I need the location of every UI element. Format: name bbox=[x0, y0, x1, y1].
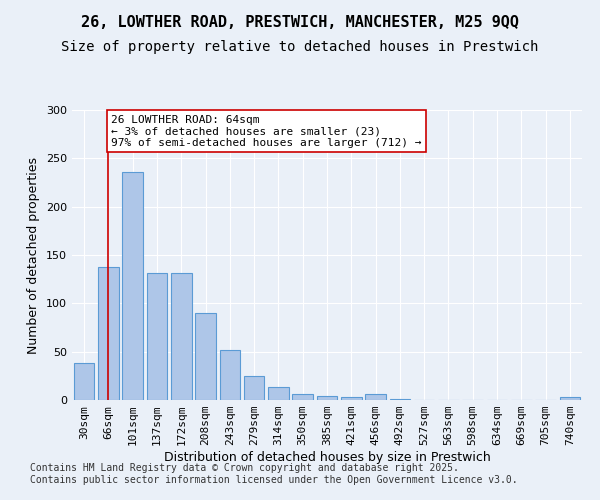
Bar bbox=[98, 266, 119, 400]
Text: 26, LOWTHER ROAD, PRESTWICH, MANCHESTER, M25 9QQ: 26, LOWTHER ROAD, PRESTWICH, MANCHESTER,… bbox=[81, 15, 519, 30]
Text: Size of property relative to detached houses in Prestwich: Size of property relative to detached ho… bbox=[61, 40, 539, 54]
Bar bbox=[244, 376, 265, 400]
Bar bbox=[220, 350, 240, 400]
Bar bbox=[365, 394, 386, 400]
Text: Contains HM Land Registry data © Crown copyright and database right 2025.
Contai: Contains HM Land Registry data © Crown c… bbox=[30, 464, 518, 485]
Y-axis label: Number of detached properties: Number of detached properties bbox=[28, 156, 40, 354]
Bar bbox=[341, 397, 362, 400]
Bar bbox=[560, 397, 580, 400]
Bar bbox=[122, 172, 143, 400]
Text: 26 LOWTHER ROAD: 64sqm
← 3% of detached houses are smaller (23)
97% of semi-deta: 26 LOWTHER ROAD: 64sqm ← 3% of detached … bbox=[112, 115, 422, 148]
X-axis label: Distribution of detached houses by size in Prestwich: Distribution of detached houses by size … bbox=[164, 451, 490, 464]
Bar bbox=[146, 274, 167, 400]
Bar bbox=[389, 399, 410, 400]
Bar bbox=[268, 388, 289, 400]
Bar bbox=[292, 394, 313, 400]
Bar bbox=[74, 364, 94, 400]
Bar bbox=[195, 313, 216, 400]
Bar bbox=[171, 274, 191, 400]
Bar bbox=[317, 396, 337, 400]
